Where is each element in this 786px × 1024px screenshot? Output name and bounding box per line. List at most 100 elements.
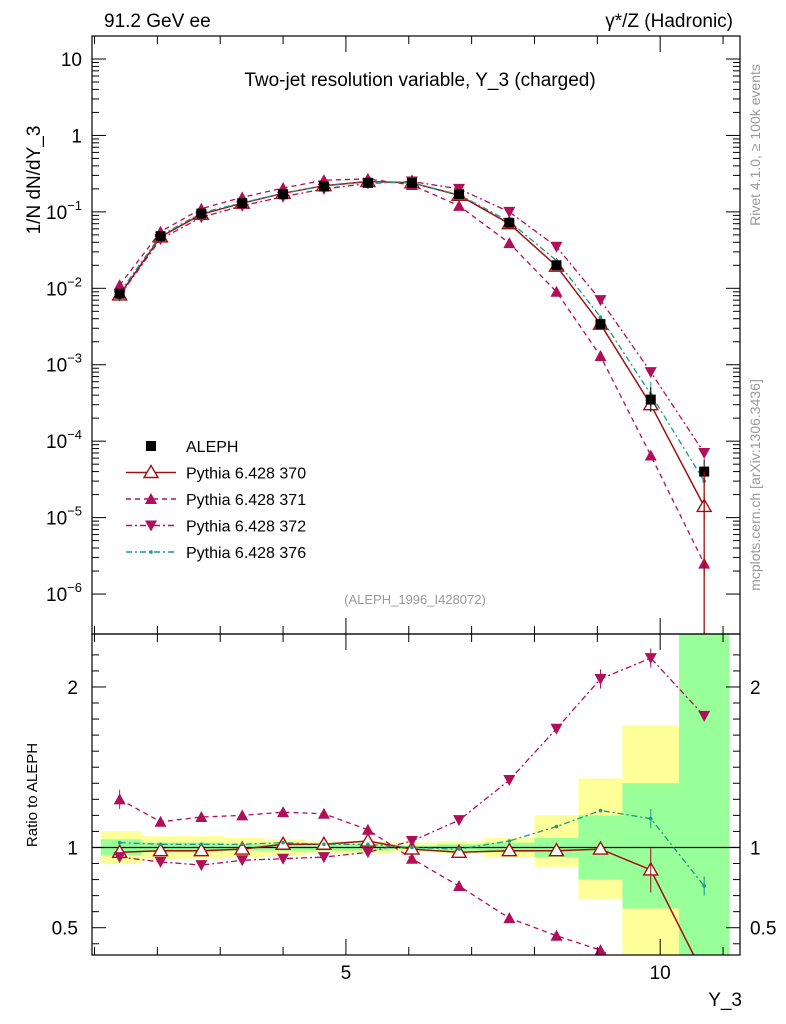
ratio-point-1-11	[594, 944, 607, 956]
data-point-0-8	[454, 189, 465, 200]
y-tick-label-3: 10−3	[46, 351, 82, 377]
data-point-0-11	[595, 319, 606, 330]
ratio-line-1	[119, 798, 611, 955]
ratio-point-1-10	[550, 929, 563, 941]
ratio-point-0-1	[152, 842, 169, 857]
ratio-point-1-4	[277, 806, 290, 818]
ratio-point-2-0	[113, 852, 126, 864]
mcplots-label: mcplots.cern.ch [arXiv:1306.3436]	[747, 379, 763, 591]
ratio-point-0-9	[501, 842, 518, 857]
ratio-y-axis-label: Ratio to ALEPH	[24, 743, 41, 847]
data-point-3-12	[644, 367, 657, 379]
header-left: 91.2 GeV ee	[104, 11, 211, 32]
ratio-point-2-1	[154, 856, 167, 868]
ratio-point-2-8	[453, 815, 466, 827]
data-point-2-11	[594, 350, 607, 362]
ratio-point-1-6	[361, 823, 374, 835]
y-tick-label-2: 10−4	[46, 427, 82, 453]
ratio-point-2-6	[361, 847, 374, 859]
y-tick-exponent-4: −2	[67, 274, 82, 289]
header-right: γ*/Z (Hadronic)	[605, 11, 733, 32]
data-point-0-4	[278, 189, 289, 200]
ratio-point-1-8	[453, 879, 466, 891]
ratio-point-3-8	[457, 847, 461, 851]
legend-label-3: Pythia 6.428 372	[186, 519, 306, 536]
data-point-3-9	[503, 206, 516, 218]
ratio-y-tick-label-right-0: 0.5	[750, 919, 776, 940]
data-point-4-11	[598, 315, 603, 319]
legend-marker-4	[149, 550, 153, 554]
ratio-point-2-9	[503, 775, 516, 787]
legend-marker-3	[145, 520, 157, 532]
ratio-line-0	[119, 840, 695, 955]
x-tick-label-0: 5	[341, 963, 352, 984]
legend-marker-0	[146, 441, 156, 451]
data-point-0-5	[318, 181, 329, 192]
data-point-2-12	[644, 449, 657, 461]
data-point-2-10	[550, 285, 563, 297]
ratio-point-2-7	[405, 836, 418, 848]
ratio-point-0-2	[193, 842, 210, 857]
y-tick-label-5: 10−1	[46, 198, 82, 224]
ratio-y-tick-label-left-1: 1	[67, 838, 78, 859]
y-tick-exponent-2: −4	[67, 427, 82, 442]
data-point-0-9	[504, 217, 515, 228]
legend-label-4: Pythia 6.428 376	[186, 545, 306, 562]
ratio-point-1-3	[236, 809, 249, 821]
rivet-label: Rivet 4.1.0, ≥ 100k events	[747, 64, 763, 226]
ratio-y-tick-label-left-0: 0.5	[52, 919, 78, 940]
ratio-point-3-10	[554, 824, 559, 829]
ratio-point-0-11	[592, 840, 609, 855]
data-point-0-6	[362, 177, 373, 188]
ratio-point-3-6	[366, 842, 370, 847]
y-tick-exponent-0: −6	[67, 580, 82, 595]
data-point-3-10	[550, 241, 563, 253]
data-point-0-10	[551, 260, 562, 271]
series-line-4	[119, 181, 705, 482]
y-tick-label-6: 1	[71, 126, 82, 147]
ratio-line-2	[119, 657, 705, 866]
y-tick-exponent-5: −1	[67, 198, 82, 213]
data-point-3-11	[594, 295, 607, 307]
y-tick-label-7: 10	[61, 50, 82, 71]
ratio-point-1-1	[154, 815, 167, 827]
x-tick-label-1: 10	[650, 963, 671, 984]
ratio-point-3-5	[322, 842, 326, 847]
series-line-3	[119, 180, 705, 454]
ratio-point-2-4	[277, 853, 290, 865]
legend-label-1: Pythia 6.428 370	[186, 466, 306, 483]
ratio-point-1-9	[503, 912, 516, 924]
watermark: (ALEPH_1996_I428072)	[344, 592, 486, 607]
x-axis-label: Y_3	[708, 990, 742, 1011]
legend-label-0: ALEPH	[186, 439, 238, 456]
ratio-line-3	[119, 809, 705, 887]
ratio-plot-frame	[91, 633, 741, 956]
y-axis-label: 1/N dN/dY_3	[24, 126, 45, 235]
data-point-0-3	[237, 198, 248, 209]
ratio-y-tick-label-right-2: 2	[750, 678, 761, 699]
data-point-2-0	[113, 279, 126, 291]
ratio-point-3-2	[199, 842, 204, 847]
ratio-point-1-5	[317, 807, 330, 819]
legend-marker-1	[142, 464, 160, 479]
data-point-2-9	[503, 237, 516, 249]
ratio-point-3-0	[117, 840, 122, 845]
chart-title: Two-jet resolution variable, Y_3 (charge…	[244, 70, 595, 91]
y-tick-label-1: 10−5	[46, 504, 82, 530]
legend-label-2: Pythia 6.428 371	[186, 492, 306, 509]
ratio-point-2-2	[195, 860, 208, 872]
ratio-point-3-4	[281, 840, 285, 845]
ratio-point-2-5	[317, 852, 330, 864]
ratio-y-tick-label-left-2: 2	[67, 678, 78, 699]
ratio-point-2-10	[550, 723, 563, 735]
ratio-point-1-2	[195, 810, 208, 822]
ratio-point-0-8	[450, 843, 468, 858]
ratio-point-2-13	[698, 710, 711, 722]
series-line-1	[119, 180, 705, 507]
ratio-point-3-1	[158, 842, 163, 847]
y-tick-label-4: 10−2	[46, 274, 82, 300]
ratio-point-0-10	[548, 842, 565, 857]
data-point-0-7	[406, 177, 417, 188]
legend-marker-2	[145, 493, 157, 504]
